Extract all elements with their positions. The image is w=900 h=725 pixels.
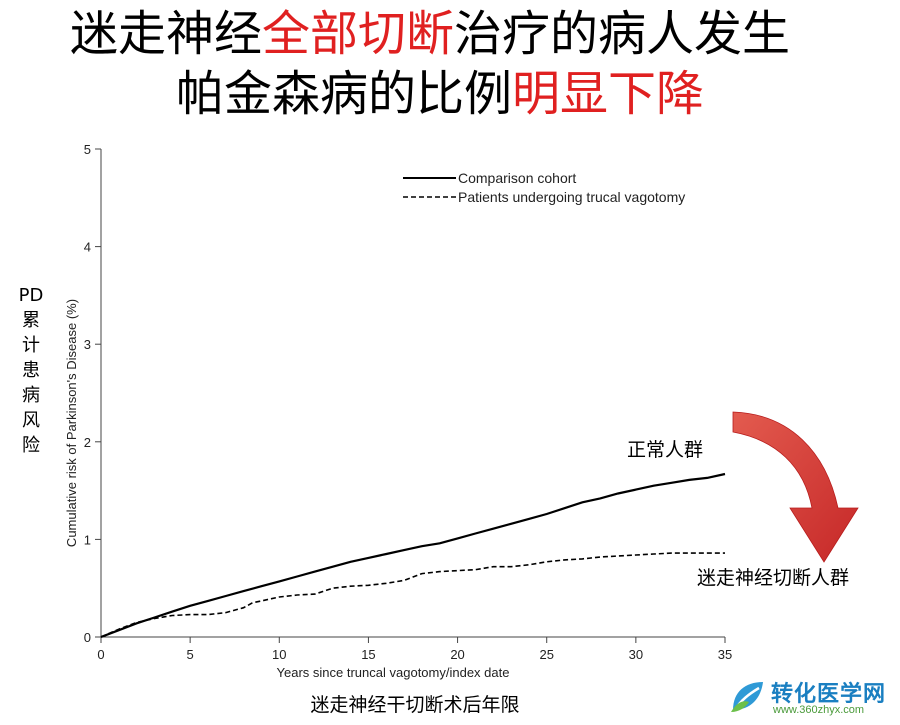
legend-label: Patients undergoing trucal vagotomy [458,189,685,205]
series-vagotomy-line [100,552,725,638]
x-caption: 迷走神经干切断术后年限 [310,694,520,716]
red-curved-arrow-icon [732,411,859,563]
side-label-char: 病 [22,385,40,406]
legend-label: Comparison cohort [458,170,576,186]
x-axis-label: Years since truncal vagotomy/index date [277,665,510,680]
y-tick-label: 3 [84,337,91,352]
side-label-char: 累 [22,310,40,331]
side-label-char: 险 [22,435,40,456]
y-axis-label: Cumulative risk of Parkinson's Disease (… [64,299,79,547]
title-highlight: 全部切断 [261,6,454,62]
side-label-char: PD [18,285,44,306]
watermark-logo: 转化医学网 www.360zhyx.com [727,674,897,722]
leaf-logo-icon [731,682,763,712]
watermark-name: 转化医学网 [771,682,887,707]
side-label-char: 患 [22,360,40,381]
side-label-char: 计 [22,335,40,356]
x-tick-label: 35 [718,647,732,662]
y-tick-label: 5 [84,142,91,157]
title-text: 迷走神经 [69,6,262,62]
chart-series-layer [100,472,726,639]
title-text: 治疗的病人发生 [454,6,791,62]
title-text: 帕金森病的比例 [175,66,512,122]
y-tick-label: 4 [84,240,91,255]
y-tick-label: 0 [84,630,91,645]
side-label-char: 风 [22,410,40,431]
chart-axes: 0 5 10 15 20 25 30 35 0 1 2 3 4 5 Years since truncal … [64,142,732,680]
series-comparison-line [100,472,726,639]
y-tick-label: 2 [84,435,91,450]
x-tick-label: 0 [97,647,104,662]
title-highlight: 明显下降 [512,66,705,122]
x-tick-label: 30 [629,647,643,662]
x-tick-label: 5 [187,647,194,662]
title-line-2: 帕金森病的比例明显下降 [0,66,890,122]
y-tick-label: 1 [84,532,91,547]
x-tick-label: 20 [450,647,464,662]
side-label: PD 累 计 患 病 风 险 [14,283,48,458]
x-tick-label: 10 [272,647,286,662]
annotation-normal-group: 正常人群 [627,439,703,461]
x-tick-label: 25 [539,647,553,662]
watermark-url: www.360zhyx.com [773,704,865,716]
chart-legend: Comparison cohort Patients undergoing tru… [403,170,685,205]
x-tick-label: 15 [361,647,375,662]
title-line-1: 迷走神经全部切断治疗的病人发生 [0,6,880,62]
annotation-vagotomy-group: 迷走神经切断人群 [697,567,849,589]
